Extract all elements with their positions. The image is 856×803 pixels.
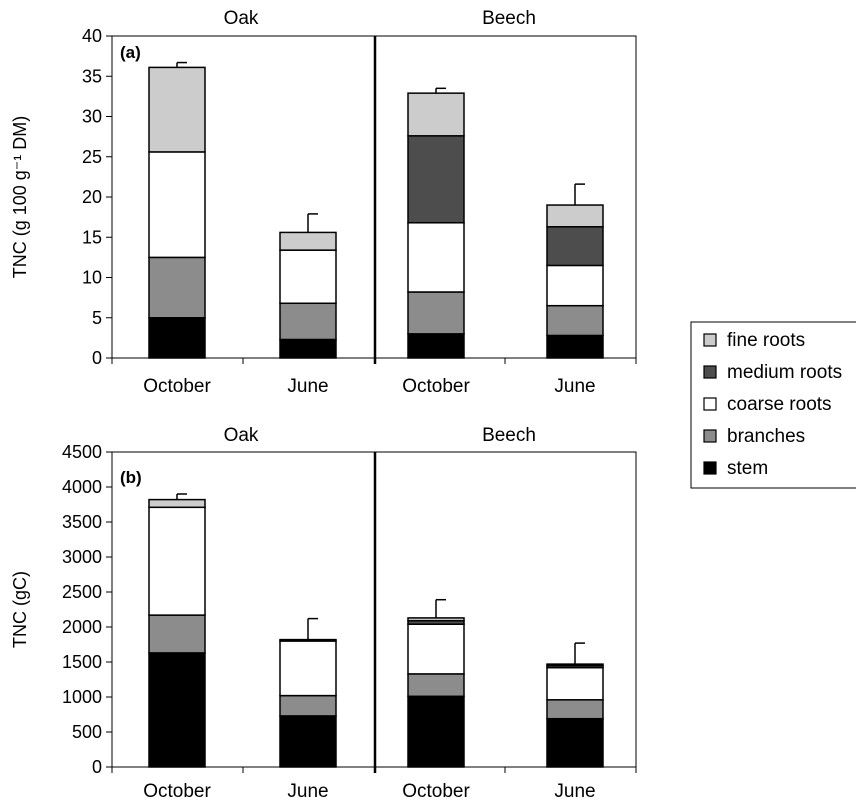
legend-label: branches [727,426,805,447]
legend-label: coarse roots [727,394,832,415]
category-label: June [287,376,328,397]
y-tick-label: 1500 [62,652,102,672]
bar-segment-stem [148,652,206,768]
y-axis-label: TNC (gC) [10,571,30,648]
bar-segment-medium-roots [546,226,604,267]
legend-swatch [703,461,717,475]
category-label: October [143,376,211,397]
y-tick-label: 40 [82,26,102,46]
y-axis-label: TNC (g 100 g⁻¹ DM) [10,116,30,279]
bar-segment-branches [279,694,337,717]
y-tick-label: 35 [82,66,102,86]
y-tick-label: 5 [92,308,102,328]
y-tick-label: 500 [72,722,102,742]
y-tick-label: 10 [82,268,102,288]
bar-segment-branches [407,291,465,335]
legend-label: fine roots [727,330,805,351]
y-tick-label: 20 [82,187,102,207]
bar-segment-stem [546,717,604,768]
category-label: June [287,781,328,802]
legend-swatch [703,397,717,411]
y-tick-label: 4000 [62,477,102,497]
bar-segment-stem [546,334,604,359]
bar-segment-stem [279,715,337,768]
bar-segment-stem [407,695,465,768]
category-label: June [554,376,595,397]
legend-swatch [703,429,717,443]
legend-swatch [703,333,717,347]
bar-segment-coarse-roots [279,249,337,305]
bar-segment-branches [546,699,604,720]
bar-segment-coarse-roots [407,623,465,675]
y-tick-label: 3500 [62,512,102,532]
y-tick-label: 15 [82,227,102,247]
bar-segment-fine-roots [407,617,465,622]
legend-label: medium roots [727,362,842,383]
bar-segment-branches [148,614,206,654]
group-label: Oak [224,425,259,446]
bar-segment-coarse-roots [148,506,206,616]
bar-segment-coarse-roots [407,222,465,293]
bar-segment-fine-roots [148,498,206,509]
bar-segment-stem [407,333,465,359]
bar-segment-fine-roots [279,638,337,642]
bar-segment-stem [148,317,206,359]
bar-segment-branches [407,673,465,698]
bar-segment-branches [148,256,206,319]
y-tick-label: 1000 [62,687,102,707]
category-label: October [402,781,470,802]
panel-label: (a) [120,43,141,62]
legend-label: stem [727,458,768,479]
bar-segment-coarse-roots [148,151,206,259]
y-tick-label: 0 [92,757,102,777]
y-tick-label: 25 [82,147,102,167]
y-tick-label: 4500 [62,442,102,462]
category-label: October [143,781,211,802]
group-label: Oak [224,8,259,29]
y-tick-label: 0 [92,348,102,368]
bar-segment-stem [279,338,337,359]
y-tick-label: 3000 [62,547,102,567]
panel-label: (b) [120,468,142,487]
category-label: October [402,376,470,397]
bar-segment-fine-roots [148,66,206,153]
y-tick-label: 30 [82,107,102,127]
bar-segment-branches [546,304,604,337]
bar-segment-fine-roots [546,663,604,667]
bar-segment-coarse-roots [546,264,604,307]
bar-segment-coarse-roots [546,666,604,701]
group-label: Beech [482,8,536,29]
legend-box [690,321,856,489]
bar-segment-fine-roots [407,92,465,137]
bar-segment-branches [279,302,337,341]
y-tick-label: 2000 [62,617,102,637]
y-tick-label: 2500 [62,582,102,602]
category-label: June [554,781,595,802]
bar-segment-medium-roots [407,135,465,224]
group-label: Beech [482,425,536,446]
bar-segment-coarse-roots [279,640,337,697]
bar-segment-fine-roots [279,231,337,251]
legend-swatch [703,365,717,379]
bar-segment-fine-roots [546,204,604,228]
